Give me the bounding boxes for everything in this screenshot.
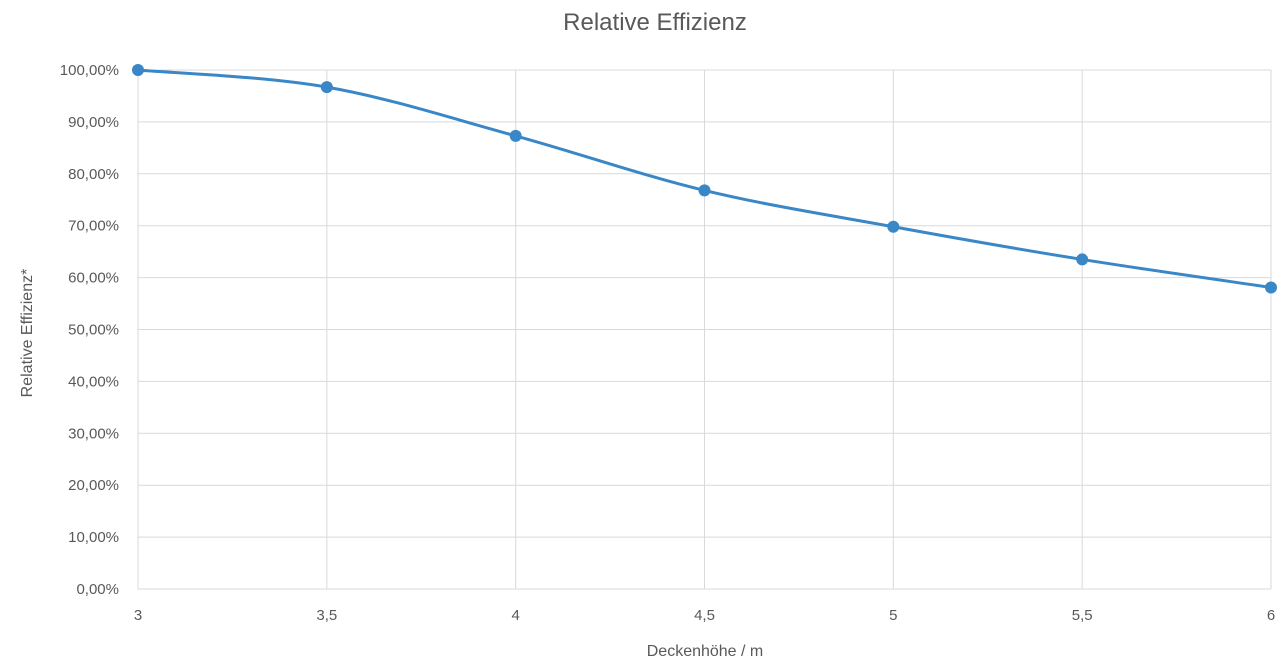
series	[132, 64, 1277, 294]
x-tick-label: 5,5	[1072, 607, 1093, 624]
x-axis-label: Deckenhöhe / m	[647, 643, 764, 660]
data-point	[698, 184, 711, 197]
x-tick-label: 4	[511, 607, 519, 624]
x-tick-label: 6	[1267, 607, 1275, 624]
data-point	[1265, 281, 1277, 294]
y-tick-label: 60,00%	[68, 270, 119, 287]
x-tick-label: 3,5	[316, 607, 337, 624]
data-point	[887, 220, 900, 233]
y-tick-label: 10,00%	[68, 529, 119, 546]
data-point	[1076, 253, 1089, 266]
x-tick-label: 4,5	[694, 607, 715, 624]
grid	[137, 69, 1272, 590]
y-axis-ticks: 0,00% 10,00% 20,00% 30,00% 40,00% 50,00% 60,00…	[60, 62, 119, 598]
y-axis-label: Relative Effizienz*	[19, 269, 36, 398]
x-tick-label: 5	[889, 607, 897, 624]
y-tick-label: 40,00%	[68, 373, 119, 390]
x-axis-ticks: 3 3,5 4 4,5 5 5,5 6	[134, 607, 1275, 624]
chart-title: Relative Effizienz	[563, 9, 747, 36]
y-tick-label: 80,00%	[68, 166, 119, 183]
data-point	[132, 64, 144, 76]
y-tick-label: 0,00%	[76, 581, 119, 598]
y-tick-label: 90,00%	[68, 114, 119, 131]
x-tick-label: 3	[134, 607, 142, 624]
y-tick-label: 100,00%	[60, 62, 119, 79]
y-tick-label: 20,00%	[68, 477, 119, 494]
y-tick-label: 50,00%	[68, 322, 119, 339]
data-point	[509, 129, 522, 142]
data-point	[320, 81, 333, 94]
y-tick-label: 30,00%	[68, 425, 119, 442]
y-tick-label: 70,00%	[68, 218, 119, 235]
